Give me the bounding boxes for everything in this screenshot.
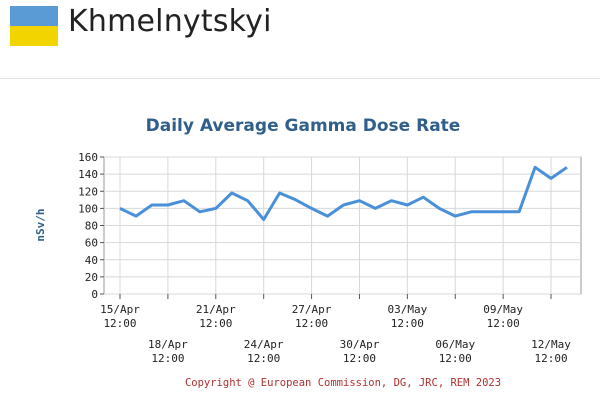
y-tick-label: 120 — [78, 185, 98, 198]
x-tick-label-date: 30/Apr — [340, 338, 380, 351]
x-tick-label-time: 12:00 — [439, 352, 472, 365]
y-tick-label: 160 — [78, 151, 98, 164]
x-tick-label-date: 21/Apr — [196, 303, 236, 316]
x-tick-label-time: 12:00 — [295, 317, 328, 330]
x-axis-ticks: 15/Apr12:0018/Apr12:0021/Apr12:0024/Apr1… — [100, 294, 571, 365]
x-tick-label-time: 12:00 — [391, 317, 424, 330]
y-axis-label: nSv/h — [34, 208, 47, 241]
x-tick-label-time: 12:00 — [247, 352, 280, 365]
dose-rate-chart: Daily Average Gamma Dose Rate 0 20 40 60 80 1… — [0, 80, 600, 402]
x-tick-label-time: 12:00 — [534, 352, 567, 365]
y-tick-label: 140 — [78, 168, 98, 181]
x-tick-label-time: 12:00 — [103, 317, 136, 330]
y-tick-label: 60 — [85, 237, 98, 250]
x-tick-label-date: 24/Apr — [244, 338, 284, 351]
x-tick-label-time: 12:00 — [151, 352, 184, 365]
grid — [104, 156, 581, 295]
x-tick-label-date: 09/May — [483, 303, 523, 316]
copyright-note: Copyright @ European Commission, DG, JRC… — [185, 377, 501, 389]
y-tick-label: 40 — [85, 254, 98, 267]
ukraine-flag-icon — [10, 6, 58, 46]
flag-yellow-stripe — [10, 26, 58, 46]
y-tick-label: 100 — [78, 202, 98, 215]
city-title: Khmelnytskyi — [68, 4, 272, 39]
x-tick-label-date: 03/May — [387, 303, 427, 316]
x-tick-label-date: 12/May — [531, 338, 571, 351]
x-tick-label-time: 12:00 — [487, 317, 520, 330]
y-tick-label: 80 — [85, 220, 98, 233]
y-tick-label: 20 — [85, 271, 98, 284]
chart-svg: Daily Average Gamma Dose Rate 0 20 40 60 80 1… — [34, 116, 582, 389]
x-tick-label-date: 18/Apr — [148, 338, 188, 351]
series-line — [119, 165, 568, 221]
x-tick-label-date: 15/Apr — [100, 303, 140, 316]
y-tick-label: 0 — [91, 288, 98, 301]
x-tick-label-time: 12:00 — [343, 352, 376, 365]
x-tick-label-time: 12:00 — [199, 317, 232, 330]
x-tick-label-date: 27/Apr — [292, 303, 332, 316]
y-axis-ticks: 0 20 40 60 80 100 120 140 160 — [78, 151, 104, 301]
flag-blue-stripe — [10, 6, 58, 26]
chart-title: Daily Average Gamma Dose Rate — [146, 116, 461, 136]
x-tick-label-date: 06/May — [435, 338, 475, 351]
page-header: Khmelnytskyi — [0, 0, 600, 79]
